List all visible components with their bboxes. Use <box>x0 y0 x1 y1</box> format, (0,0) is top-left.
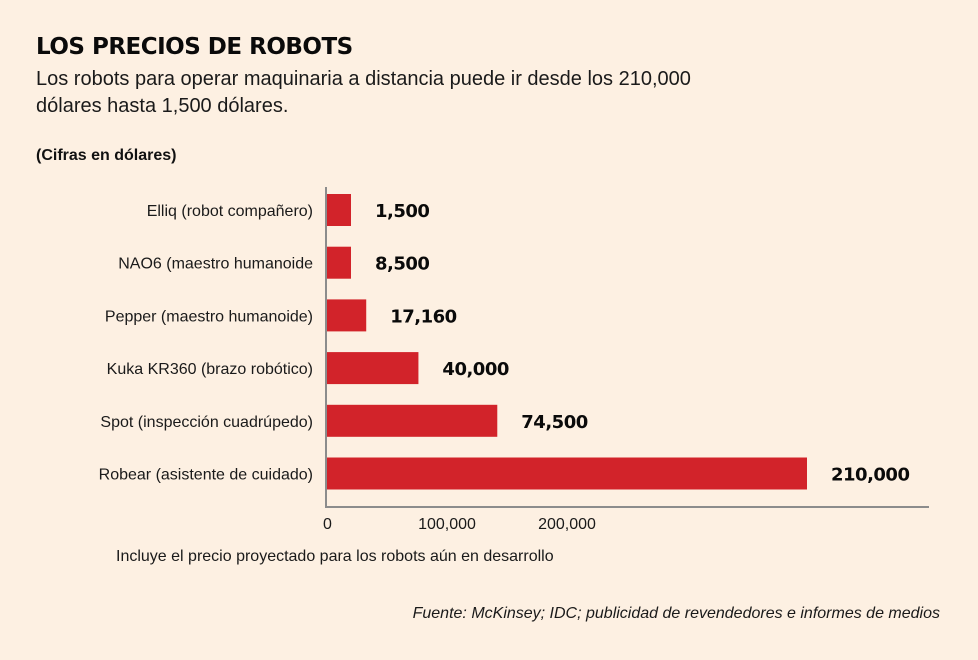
value-label: 17,160 <box>390 306 456 327</box>
value-label: 40,000 <box>442 359 508 380</box>
bar <box>327 194 351 226</box>
bar <box>327 299 367 332</box>
units-label: (Cifras en dólares) <box>36 147 177 164</box>
bars-group <box>327 194 807 490</box>
chart-subtitle: Los robots para operar maquinaria a dist… <box>36 68 691 117</box>
tick-label: 0 <box>323 516 332 533</box>
value-label: 1,500 <box>375 201 429 222</box>
category-label: Elliq (robot compañero) <box>147 203 313 220</box>
tick-label: 100,000 <box>418 516 476 533</box>
source-note: Fuente: McKinsey; IDC; publicidad de rev… <box>412 605 940 622</box>
bar <box>327 404 498 437</box>
category-label: Robear (asistente de cuidado) <box>99 467 313 484</box>
value-label: 74,500 <box>521 412 587 433</box>
footnote: Incluye el precio proyectado para los ro… <box>116 548 554 565</box>
category-label: Pepper (maestro humanoide) <box>105 308 313 325</box>
tick-label: 200,000 <box>538 516 596 533</box>
chart-title: LOS PRECIOS DE ROBOTS <box>36 34 353 60</box>
tick-labels: 0 100,000 200,000 <box>323 516 596 533</box>
value-label: 8,500 <box>375 254 429 275</box>
category-label: Kuka KR360 (brazo robótico) <box>107 361 313 378</box>
category-label: Spot (inspección cuadrúpedo) <box>100 414 313 431</box>
category-labels: Elliq (robot compañero) NAO6 (maestro hum… <box>99 203 313 484</box>
bar <box>327 246 351 279</box>
bar <box>327 352 419 385</box>
value-label: 210,000 <box>831 465 909 486</box>
category-label: NAO6 (maestro humanoide <box>118 256 313 273</box>
value-labels: 1,500 8,500 17,160 40,000 74,500 210,000 <box>375 201 910 486</box>
bar <box>327 457 807 490</box>
